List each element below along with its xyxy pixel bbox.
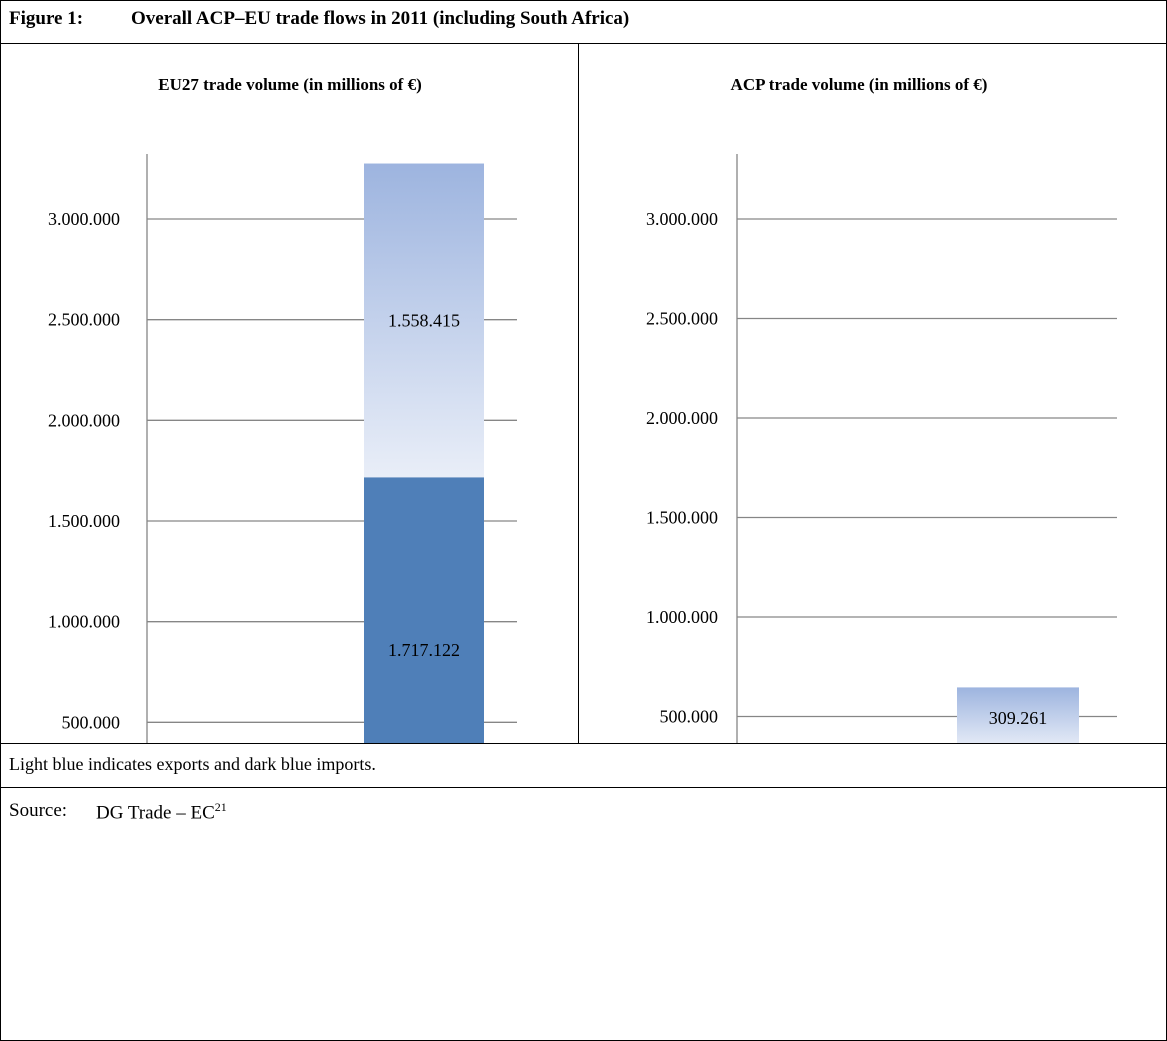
y-tick-label: 1.000.000 [48, 612, 120, 632]
chart-title: ACP trade volume (in millions of €) [731, 75, 988, 94]
y-tick-label: 3.000.000 [646, 209, 718, 229]
chart-title: EU27 trade volume (in millions of €) [158, 75, 422, 94]
y-tick-label: 2.000.000 [646, 408, 718, 428]
y-tick-label: 1.500.000 [646, 508, 718, 528]
y-tick-label: 2.000.000 [48, 410, 120, 430]
y-tick-label: 2.500.000 [646, 309, 718, 329]
figure-title: Overall ACP–EU trade flows in 2011 (incl… [131, 8, 630, 29]
y-tick-label: 3.000.000 [48, 209, 120, 229]
figure-note-row: Light blue indicates exports and dark bl… [1, 743, 1166, 788]
eu27-trade-chart: EU27 trade volume (in millions of €)0500… [48, 75, 517, 743]
data-label: 1.558.415 [388, 310, 460, 330]
figure-label: Figure 1: [9, 8, 84, 29]
exports-bar-1 [957, 687, 1079, 743]
y-tick-label: 2.500.000 [48, 310, 120, 330]
source-name: DG Trade – EC [96, 802, 215, 824]
figure-note: Light blue indicates exports and dark bl… [9, 754, 376, 774]
data-label: 1.717.122 [388, 640, 460, 660]
data-label: 309.261 [989, 708, 1048, 728]
chart-divider [578, 44, 579, 743]
source-footnote: 21 [214, 800, 227, 814]
acp-trade-chart: ACP trade volume (in millions of €)0500.… [646, 75, 1117, 743]
y-tick-label: 1.500.000 [48, 511, 120, 531]
figure-source-row: Source: DG Trade – EC21 [1, 787, 1166, 827]
source-text: DG Trade – EC21 [96, 800, 227, 824]
imports-bar-1 [364, 477, 484, 743]
y-tick-label: 1.000.000 [646, 607, 718, 627]
exports-bar-1 [364, 163, 484, 478]
y-tick-label: 500.000 [62, 712, 121, 732]
source-label: Source: [9, 800, 68, 821]
y-tick-label: 500.000 [660, 707, 719, 727]
figure-title-row: Figure 1: Overall ACP–EU trade flows in … [1, 1, 1166, 44]
